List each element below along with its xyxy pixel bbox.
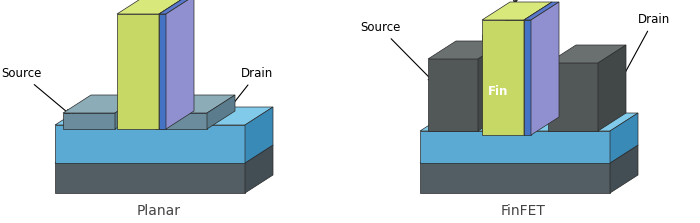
Polygon shape xyxy=(55,145,273,163)
Polygon shape xyxy=(428,59,478,131)
Polygon shape xyxy=(155,95,235,113)
Polygon shape xyxy=(159,0,187,129)
Polygon shape xyxy=(155,113,207,129)
Polygon shape xyxy=(117,14,159,129)
Text: FinFET: FinFET xyxy=(501,204,546,218)
Polygon shape xyxy=(524,20,531,135)
Text: Fin: Fin xyxy=(488,85,508,98)
Polygon shape xyxy=(482,2,552,20)
Text: Drain: Drain xyxy=(226,67,273,112)
Polygon shape xyxy=(610,113,638,163)
Polygon shape xyxy=(63,95,143,113)
Polygon shape xyxy=(548,45,626,63)
Polygon shape xyxy=(598,45,626,131)
Polygon shape xyxy=(420,145,638,163)
Text: Gate: Gate xyxy=(507,0,536,3)
Polygon shape xyxy=(548,63,598,131)
Polygon shape xyxy=(245,107,273,163)
Polygon shape xyxy=(117,0,187,14)
Polygon shape xyxy=(63,113,115,129)
Polygon shape xyxy=(207,95,235,129)
Polygon shape xyxy=(245,145,273,193)
Polygon shape xyxy=(524,2,559,20)
Polygon shape xyxy=(482,18,558,36)
Polygon shape xyxy=(159,14,166,129)
Polygon shape xyxy=(428,41,506,59)
Polygon shape xyxy=(420,113,638,131)
Polygon shape xyxy=(482,20,524,135)
Text: Planar: Planar xyxy=(136,204,181,218)
Polygon shape xyxy=(530,18,558,131)
Text: Drain: Drain xyxy=(617,13,670,88)
Polygon shape xyxy=(159,0,194,14)
Text: Source: Source xyxy=(1,67,70,114)
Polygon shape xyxy=(610,145,638,193)
Polygon shape xyxy=(524,2,552,135)
Polygon shape xyxy=(55,163,245,193)
Polygon shape xyxy=(478,41,506,131)
Polygon shape xyxy=(420,163,610,193)
Polygon shape xyxy=(482,36,530,131)
Polygon shape xyxy=(55,125,245,163)
Polygon shape xyxy=(531,2,559,135)
Polygon shape xyxy=(55,107,273,125)
Text: Source: Source xyxy=(360,21,433,81)
Polygon shape xyxy=(420,131,610,163)
Polygon shape xyxy=(166,0,194,129)
Polygon shape xyxy=(115,95,143,129)
